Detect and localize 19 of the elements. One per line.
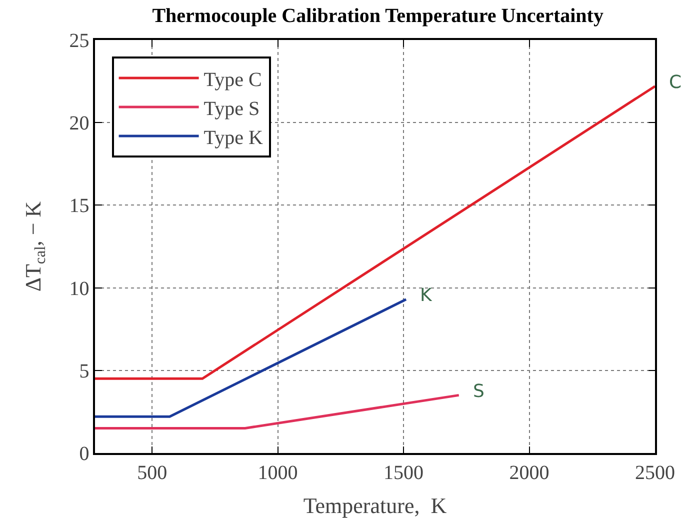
y-tick-label: 20 xyxy=(69,112,90,135)
legend-label: Type C xyxy=(204,68,262,91)
x-tick-label: 500 xyxy=(137,462,168,484)
legend-label: Type K xyxy=(204,126,264,149)
y-tick-label: 5 xyxy=(79,360,90,382)
y-tick-label: 15 xyxy=(69,195,90,218)
y-tick-label: 10 xyxy=(69,278,90,300)
x-tick-label: 2000 xyxy=(509,462,550,484)
x-tick-label: 2500 xyxy=(635,462,675,484)
x-axis-title: Temperature, K xyxy=(303,493,447,518)
chart-title: Thermocouple Calibration Temperature Uncertainty xyxy=(152,4,604,27)
legend-label: Type S xyxy=(204,98,260,120)
y-tick-label: 25 xyxy=(69,30,90,52)
y-tick-label: 0 xyxy=(79,443,90,465)
x-tick-label: 1000 xyxy=(258,462,298,484)
x-tick-label: 1500 xyxy=(384,462,424,484)
annotation: C xyxy=(669,72,682,93)
annotation: K xyxy=(420,285,433,306)
annotation: S xyxy=(473,381,484,402)
